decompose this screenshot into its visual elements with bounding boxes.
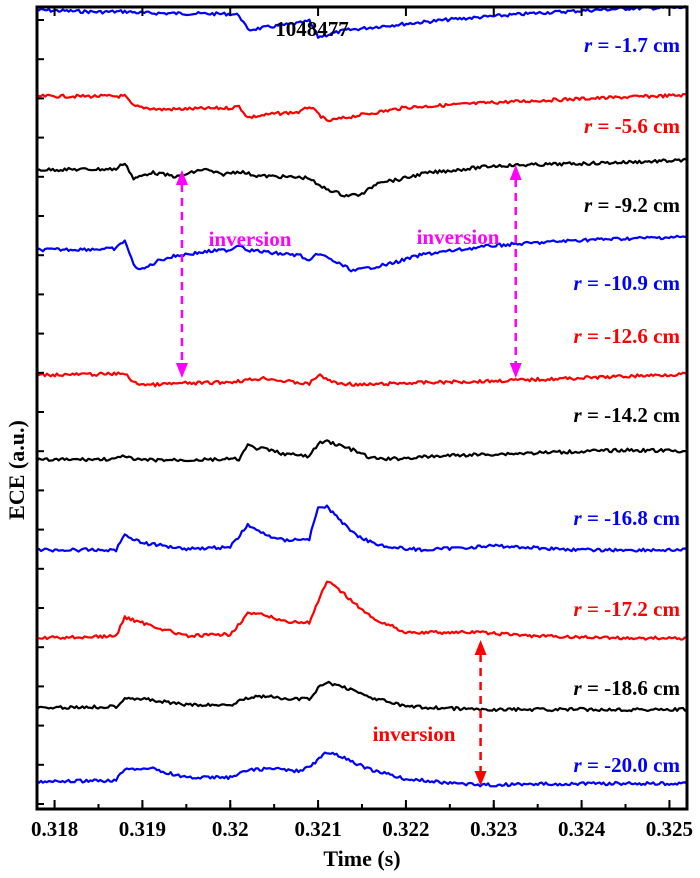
inversion-label: inversion bbox=[417, 225, 500, 249]
trace-group bbox=[36, 5, 688, 788]
x-tick-label: 0.319 bbox=[119, 817, 166, 841]
arrow-head-up bbox=[509, 165, 522, 180]
trace-line bbox=[36, 580, 688, 641]
trace-line bbox=[36, 751, 688, 788]
trace-label: r = -18.6 cm bbox=[574, 676, 681, 700]
y-axis-label: ECE (a.u.) bbox=[4, 420, 29, 520]
trace-label: r = -14.2 cm bbox=[574, 403, 681, 427]
trace-labels: r = -1.7 cm r = -5.6 cm r = -9.2 cm r = -10… bbox=[574, 33, 681, 777]
trace-label: r = -5.6 cm bbox=[584, 114, 680, 138]
trace-label: r = -12.6 cm bbox=[574, 324, 681, 348]
inversion-label: inversion bbox=[373, 722, 456, 746]
trace-line bbox=[36, 157, 688, 198]
x-tick-label: 0.32 bbox=[212, 817, 249, 841]
trace-line bbox=[36, 93, 688, 123]
trace-label: r = -9.2 cm bbox=[584, 193, 680, 217]
inversion-label: inversion bbox=[209, 227, 292, 251]
trace-label: r = -20.0 cm bbox=[574, 753, 681, 777]
trace-line bbox=[36, 439, 688, 463]
trace-line bbox=[36, 680, 688, 713]
trace-line bbox=[36, 5, 688, 39]
x-tick-label: 0.322 bbox=[382, 817, 429, 841]
x-tick-label: 0.324 bbox=[558, 817, 606, 841]
arrow-head-up bbox=[474, 640, 487, 655]
trace-line bbox=[36, 371, 688, 388]
chart-title: 1048477 bbox=[275, 17, 349, 41]
x-tick-label: 0.321 bbox=[294, 817, 341, 841]
annotation-arrows: inversion inversion inversion bbox=[175, 165, 522, 786]
trace-line bbox=[36, 234, 688, 273]
arrow-head-up bbox=[175, 170, 188, 185]
trace-label: r = -17.2 cm bbox=[574, 597, 681, 621]
x-axis-ticks: 0.318 0.319 0.32 0.321 0.322 0.323 0.324 0.325 bbox=[31, 7, 693, 841]
arrow-head-down bbox=[175, 363, 188, 378]
trace-label: r = -16.8 cm bbox=[574, 506, 681, 530]
x-tick-label: 0.325 bbox=[646, 817, 693, 841]
x-tick-label: 0.318 bbox=[31, 817, 78, 841]
arrow-head-down bbox=[474, 771, 487, 786]
x-tick-label: 0.323 bbox=[470, 817, 517, 841]
trace-line bbox=[36, 504, 688, 553]
arrow-head-down bbox=[509, 363, 522, 378]
x-axis-label: Time (s) bbox=[323, 846, 400, 871]
y-axis-ticks bbox=[37, 19, 44, 805]
trace-label: r = -10.9 cm bbox=[574, 271, 681, 295]
trace-label: r = -1.7 cm bbox=[584, 33, 680, 57]
